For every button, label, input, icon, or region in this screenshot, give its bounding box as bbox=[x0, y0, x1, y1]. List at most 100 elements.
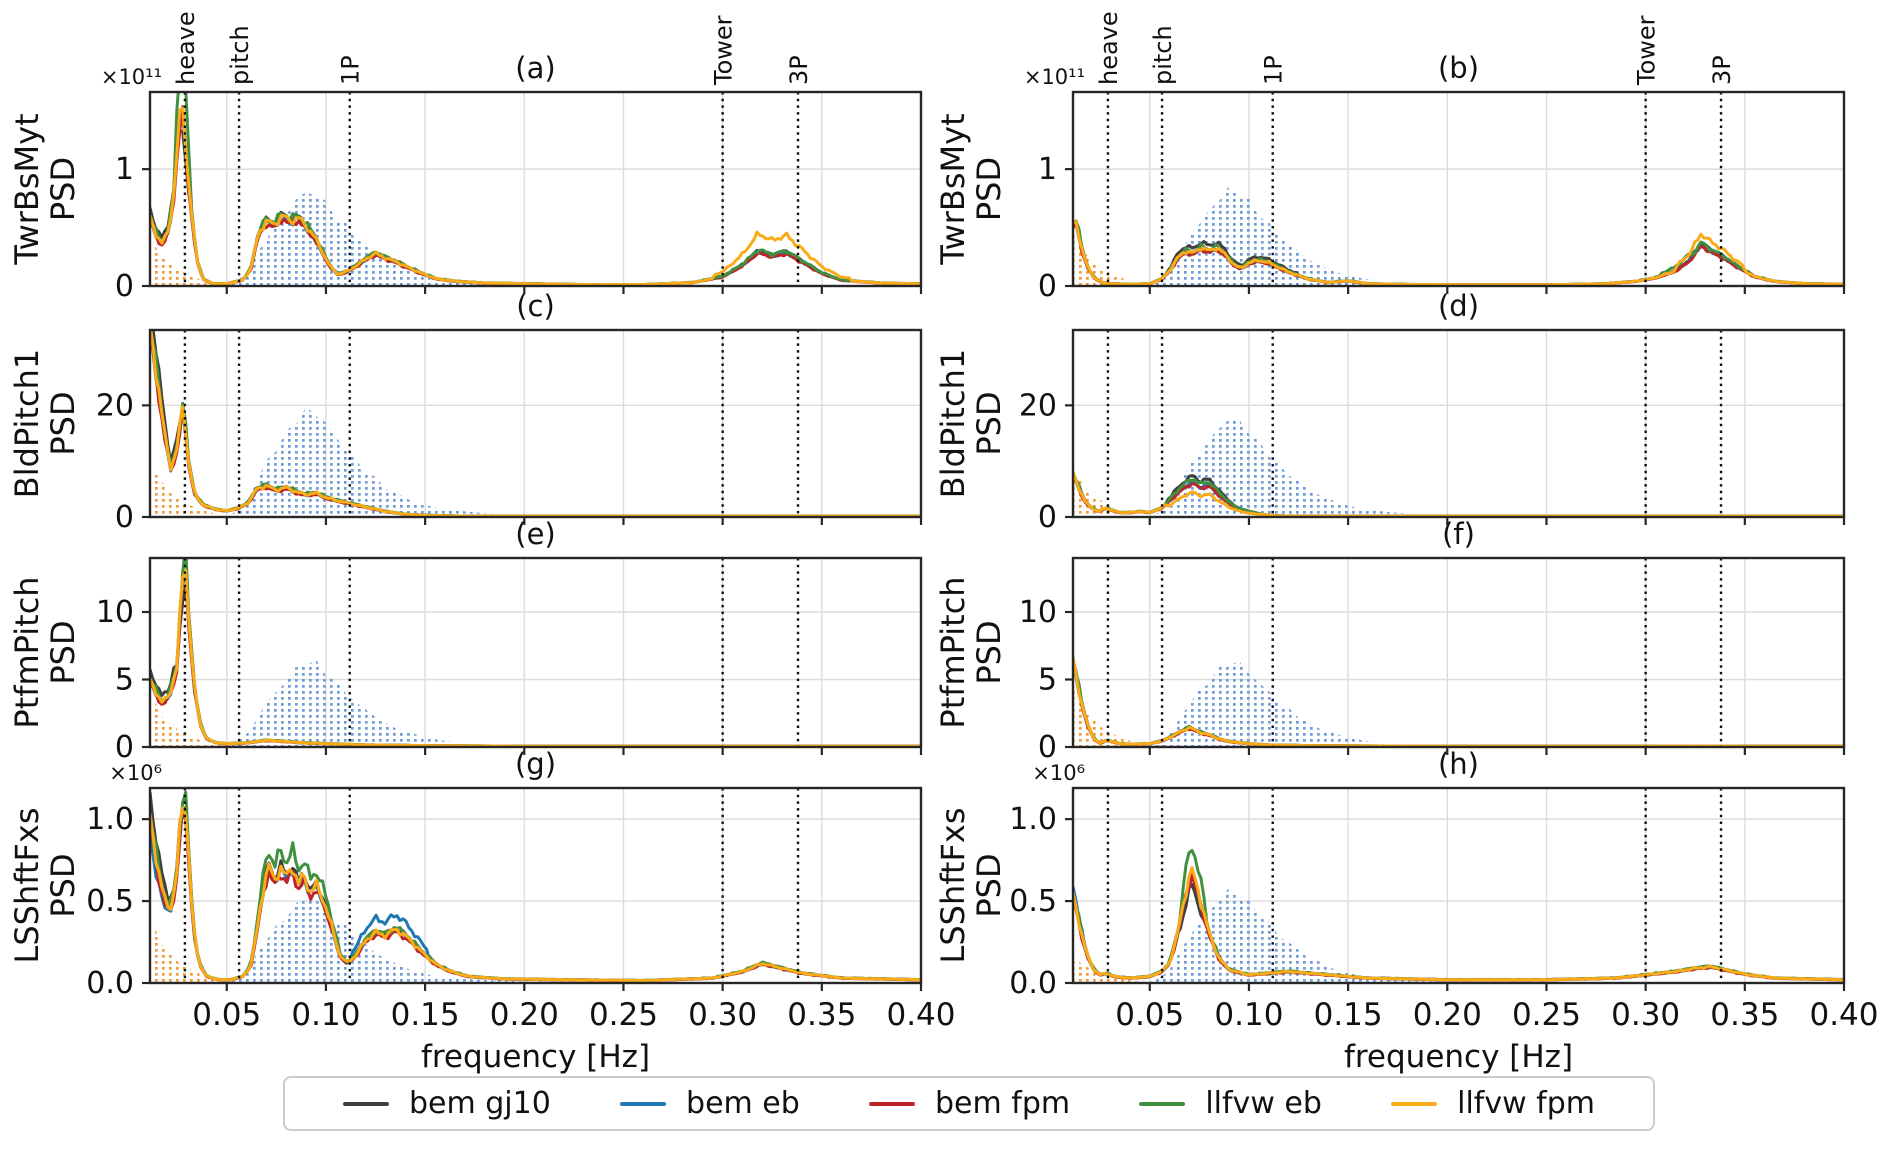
xtick-label: 0.30 bbox=[1611, 997, 1680, 1033]
svg-text:LSShftFxs: LSShftFxs bbox=[934, 808, 972, 964]
xtick-label: 0.05 bbox=[192, 997, 261, 1033]
x-axis-label: frequency [Hz] bbox=[1344, 1039, 1573, 1075]
panel-title-h: (h) bbox=[1438, 747, 1479, 781]
xtick-label: 0.35 bbox=[787, 997, 856, 1033]
axis-offset-label: ×10¹¹ bbox=[1024, 65, 1085, 89]
svg-text:PtfmPitch: PtfmPitch bbox=[934, 576, 972, 728]
svg-text:BldPitch1: BldPitch1 bbox=[8, 349, 46, 498]
ytick-label: 0 bbox=[1038, 730, 1057, 765]
ytick-label: 0.0 bbox=[1009, 966, 1057, 1001]
svg-text:TwrBsMyt: TwrBsMyt bbox=[8, 113, 46, 265]
svg-text:TwrBsMyt: TwrBsMyt bbox=[934, 113, 972, 265]
axes-box bbox=[148, 90, 923, 288]
y-axis-label: PtfmPitch PSD bbox=[8, 576, 82, 728]
series-llfvw-fpm bbox=[150, 806, 921, 983]
ytick-label: 0 bbox=[115, 269, 134, 304]
svg-text:PSD: PSD bbox=[44, 620, 82, 684]
xtick-label: 0.15 bbox=[391, 997, 460, 1033]
wind-spectrum-stipple bbox=[1073, 685, 1180, 747]
axes-box bbox=[148, 556, 923, 749]
svg-text:PSD: PSD bbox=[970, 853, 1008, 917]
svg-text:PSD: PSD bbox=[44, 157, 82, 221]
panel-b: 0 1 (b) ×10¹¹ TwrBsMyt PSD heave pitch 1P Tower… bbox=[934, 11, 1846, 304]
wave-spectrum-stipple bbox=[222, 406, 634, 517]
svg-text:PtfmPitch: PtfmPitch bbox=[8, 576, 46, 728]
legend-label: llfvw fpm bbox=[1457, 1086, 1595, 1121]
xtick-label: 0.10 bbox=[291, 997, 360, 1033]
axis-offset-label: ×10⁶ bbox=[109, 761, 162, 785]
ytick-label: 1 bbox=[1038, 152, 1057, 187]
axes-box bbox=[148, 328, 923, 519]
svg-text:PSD: PSD bbox=[970, 391, 1008, 455]
wave-spectrum-stipple bbox=[222, 898, 634, 983]
xtick-label: 0.10 bbox=[1214, 997, 1283, 1033]
ytick-label: 0 bbox=[1038, 269, 1057, 304]
ytick-label: 0 bbox=[115, 500, 134, 535]
wave-spectrum-stipple bbox=[1145, 660, 1557, 747]
legend-item: llfvw fpm bbox=[1391, 1086, 1595, 1121]
y-axis-label: LSShftFxs PSD bbox=[8, 808, 82, 964]
axes-box bbox=[1071, 90, 1846, 288]
ytick-label: 20 bbox=[96, 388, 134, 423]
ytick-label: 1.0 bbox=[1009, 802, 1057, 837]
vline-label-3P: 3P bbox=[1708, 55, 1736, 85]
panel-a: 0 1 (a) ×10¹¹ TwrBsMyt PSD heave pitch 1P Tower… bbox=[8, 11, 923, 304]
y-axis-label: BldPitch1 PSD bbox=[934, 349, 1008, 498]
panel-title-f: (f) bbox=[1442, 517, 1475, 551]
ytick-label: 1 bbox=[115, 152, 134, 187]
panel-title-g: (g) bbox=[515, 747, 556, 781]
axes-box bbox=[148, 786, 923, 985]
wind-spectrum-stipple bbox=[150, 235, 257, 286]
legend-label: llfvw eb bbox=[1205, 1086, 1322, 1121]
legend-label: bem eb bbox=[686, 1086, 800, 1121]
vline-label-3P: 3P bbox=[785, 55, 813, 85]
wind-spectrum-stipple bbox=[150, 462, 257, 517]
xtick-label: 0.20 bbox=[490, 997, 559, 1033]
axis-offset-label: ×10⁶ bbox=[1032, 761, 1085, 785]
wind-spectrum-stipple bbox=[150, 698, 257, 747]
ytick-label: 20 bbox=[1019, 388, 1057, 423]
wind-spectrum-stipple bbox=[1073, 231, 1180, 286]
legend-swatch-icon bbox=[343, 1101, 389, 1106]
wave-spectrum-stipple bbox=[222, 659, 634, 747]
svg-text:PSD: PSD bbox=[970, 157, 1008, 221]
vline-label-heave: heave bbox=[172, 11, 200, 85]
legend-item: bem eb bbox=[620, 1086, 800, 1121]
x-axis-label: frequency [Hz] bbox=[421, 1039, 650, 1075]
vline-label-pitch: pitch bbox=[1149, 25, 1177, 85]
axes-box bbox=[1071, 556, 1846, 749]
xtick-label: 0.20 bbox=[1413, 997, 1482, 1033]
wave-spectrum-stipple bbox=[1145, 419, 1557, 517]
panel-g: 0.0 0.5 1.0 0.05 0.10 0.15 0.20 0.25 0.30 0.35 0.4… bbox=[8, 747, 956, 1075]
legend-swatch-icon bbox=[1139, 1101, 1186, 1106]
vline-label-1P: 1P bbox=[337, 55, 365, 85]
axes-box bbox=[1071, 328, 1846, 519]
legend: bem gj10 bem eb bem fpm llfvw eb llfvw fpm bbox=[283, 1076, 1655, 1131]
wave-spectrum-stipple bbox=[1145, 185, 1557, 286]
xtick-label: 0.40 bbox=[1809, 997, 1878, 1033]
svg-text:PSD: PSD bbox=[970, 620, 1008, 684]
vline-label-1P: 1P bbox=[1260, 55, 1288, 85]
ytick-label: 0.0 bbox=[86, 966, 134, 1001]
xtick-label: 0.25 bbox=[1512, 997, 1581, 1033]
y-axis-label: BldPitch1 PSD bbox=[8, 349, 82, 498]
ytick-label: 1.0 bbox=[86, 802, 134, 837]
vline-label-pitch: pitch bbox=[226, 25, 254, 85]
panel-f: 0 5 10 (f) PtfmPitch PSD bbox=[934, 517, 1846, 765]
panel-title-e: (e) bbox=[515, 517, 555, 551]
wind-spectrum-stipple bbox=[1073, 472, 1180, 517]
panel-d: 0 20 (d) BldPitch1 PSD bbox=[934, 289, 1846, 535]
legend-swatch-icon bbox=[620, 1101, 667, 1106]
axes-box bbox=[1071, 786, 1846, 985]
vline-label-Tower: Tower bbox=[1633, 15, 1661, 86]
svg-text:BldPitch1: BldPitch1 bbox=[934, 349, 972, 498]
y-axis-label: TwrBsMyt PSD bbox=[8, 113, 82, 265]
wave-spectrum-stipple bbox=[1145, 887, 1557, 983]
ytick-label: 0 bbox=[115, 730, 134, 765]
series-llfvw-fpm bbox=[1073, 866, 1844, 982]
axis-offset-label: ×10¹¹ bbox=[101, 65, 162, 89]
panel-title-d: (d) bbox=[1438, 289, 1479, 323]
legend-swatch-icon bbox=[869, 1101, 916, 1106]
